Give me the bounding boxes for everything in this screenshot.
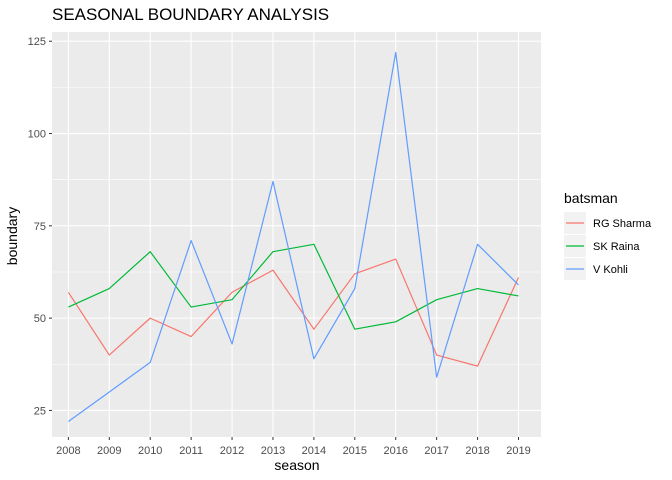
y-tick-label: 125 (28, 36, 46, 48)
legend-label-rg-sharma: RG Sharma (593, 218, 652, 230)
x-tick-label: 2009 (97, 445, 121, 457)
x-tick-label: 2014 (302, 445, 326, 457)
y-axis-title: boundary (4, 207, 20, 265)
legend: batsman RG Sharma SK Raina V Kohli (564, 190, 652, 280)
panel-background (52, 32, 541, 437)
legend-label-sk-raina: SK Raina (593, 241, 640, 253)
plot-panel (52, 32, 541, 437)
series-line-v-kohli (68, 51, 519, 422)
x-tick-label: 2019 (506, 445, 530, 457)
legend-label-v-kohli: V Kohli (593, 264, 628, 276)
x-tick-label: 2018 (465, 445, 489, 457)
grid-lines (52, 32, 541, 437)
y-tick-label: 100 (28, 129, 46, 141)
x-tick-label: 2013 (261, 445, 285, 457)
x-tick-label: 2010 (138, 445, 162, 457)
x-axis-title: season (274, 457, 319, 473)
series-lines (67, 51, 520, 422)
axes: 25 50 75 100 125 2008 2009 2010 2011 2012 2013 2014… (28, 36, 531, 457)
legend-title: batsman (564, 190, 618, 206)
y-tick-label: 25 (34, 405, 46, 417)
y-tick-label: 50 (34, 313, 46, 325)
series-line-sk-raina (68, 243, 519, 330)
y-tick-label: 75 (34, 221, 46, 233)
x-tick-label: 2011 (179, 445, 203, 457)
x-tick-label: 2016 (383, 445, 407, 457)
x-tick-label: 2008 (56, 445, 80, 457)
chart-title: SEASONAL BOUNDARY ANALYSIS (52, 5, 329, 24)
x-tick-label: 2015 (343, 445, 367, 457)
x-tick-label: 2012 (220, 445, 244, 457)
x-tick-label: 2017 (424, 445, 448, 457)
